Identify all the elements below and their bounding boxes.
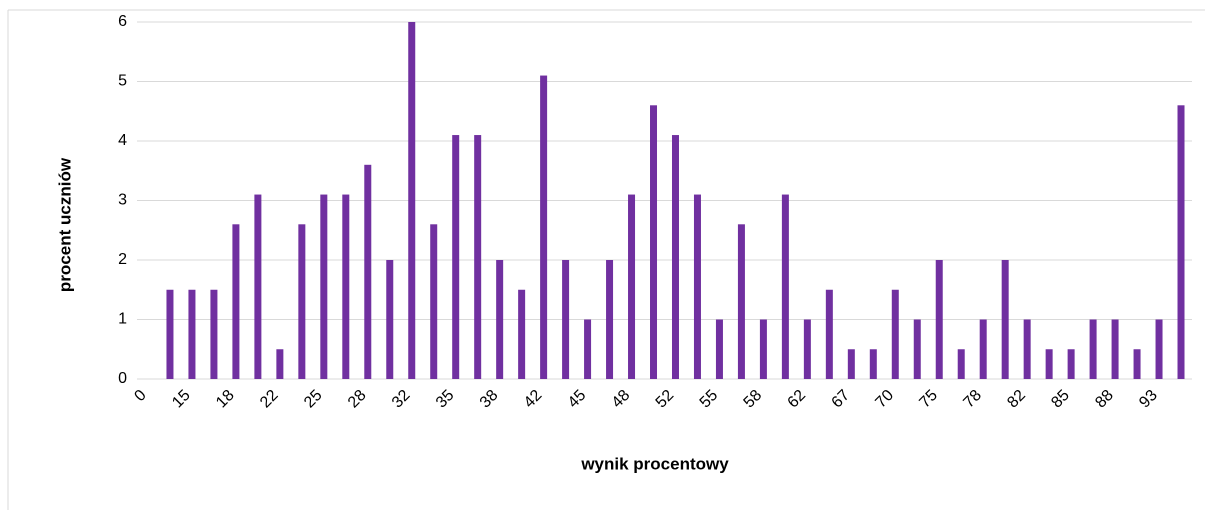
bar [825,289,833,379]
bar [1111,319,1119,379]
bar [232,224,240,379]
bar [254,194,262,379]
y-tick-label: 2 [118,251,127,268]
x-tick-label: 22 [257,387,282,412]
x-tick-label: 62 [785,387,810,412]
x-tick-label: 82 [1004,387,1029,412]
bar [518,289,526,379]
bar [364,164,372,379]
bar [693,194,701,379]
bar [562,260,570,379]
x-tick-label: 93 [1136,387,1161,412]
x-tick-label: 25 [301,387,326,412]
x-tick-label: 45 [565,387,590,412]
bar [430,224,438,379]
bar [408,22,416,379]
bar [386,260,394,379]
bar [496,260,504,379]
bar [540,75,548,380]
bar [781,194,789,379]
y-axis-title: procent uczniów [55,157,74,292]
x-tick-label: 15 [169,387,194,412]
x-tick-label: 70 [872,387,897,412]
bar [342,194,350,379]
bar [803,319,811,379]
bar [935,260,943,379]
y-tick-label: 1 [118,311,127,328]
x-tick-label: 0 [131,387,149,405]
bar [891,289,899,379]
bar [1177,105,1185,380]
x-tick-label: 58 [741,387,766,412]
x-axis-title: wynik procentowy [580,454,729,473]
bar [847,349,855,379]
bar [584,319,592,379]
bar [1045,349,1053,379]
bar [606,260,614,379]
x-tick-label: 48 [609,387,634,412]
y-tick-label: 6 [118,13,127,30]
y-tick-label: 4 [118,132,127,149]
bar [913,319,921,379]
bar [452,135,460,379]
y-tick-label: 3 [118,192,127,209]
x-tick-label: 32 [389,387,414,412]
bar [957,349,965,379]
bar [1133,349,1141,379]
bar [320,194,328,379]
bar [298,224,306,379]
bar [474,135,482,379]
bar [650,105,658,380]
bar [1155,319,1163,379]
y-tick-label: 5 [118,73,127,90]
bar [979,319,987,379]
x-tick-label: 88 [1092,387,1117,412]
y-tick-label: 0 [118,370,127,387]
bar [869,349,877,379]
x-tick-label: 75 [916,387,941,412]
x-tick-label: 67 [829,387,854,412]
bar [166,289,174,379]
x-tick-label: 42 [521,387,546,412]
bar [1067,349,1075,379]
bar [1089,319,1097,379]
x-tick-label: 78 [960,387,985,412]
bar [188,289,196,379]
x-tick-label: 35 [433,387,458,412]
bar [737,224,745,379]
x-tick-label: 28 [345,387,370,412]
bar [628,194,636,379]
bar [1001,260,1009,379]
x-tick-label: 52 [653,387,678,412]
bar [276,349,284,379]
bar [671,135,679,379]
x-tick-label: 18 [213,387,238,412]
x-tick-label: 38 [477,387,502,412]
x-tick-label: 85 [1048,387,1073,412]
bar [210,289,218,379]
bar [759,319,767,379]
x-tick-label: 55 [697,387,722,412]
bar [1023,319,1031,379]
bar [715,319,723,379]
